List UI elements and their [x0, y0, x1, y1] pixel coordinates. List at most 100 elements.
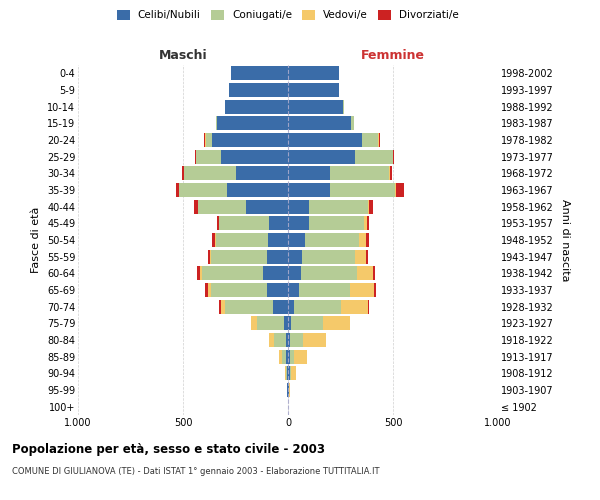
Bar [288, 166, 330, 180]
Bar [263, 266, 288, 280]
Bar [251, 316, 257, 330]
Bar [202, 266, 263, 280]
Bar [309, 200, 368, 214]
Bar [330, 166, 389, 180]
Bar [368, 200, 369, 214]
Bar [246, 200, 288, 214]
Bar [211, 250, 267, 264]
Bar [217, 216, 218, 230]
Text: Popolazione per età, sesso e stato civile - 2003: Popolazione per età, sesso e stato civil… [12, 442, 325, 456]
Bar [267, 283, 288, 297]
Bar [288, 200, 309, 214]
Bar [269, 333, 274, 347]
Bar [288, 116, 351, 130]
Bar [211, 283, 267, 297]
Bar [358, 266, 373, 280]
Y-axis label: Fasce di età: Fasce di età [31, 207, 41, 273]
Text: COMUNE DI GIULIANOVA (TE) - Dati ISTAT 1° gennaio 2003 - Elaborazione TUTTITALIA: COMUNE DI GIULIANOVA (TE) - Dati ISTAT 1… [12, 468, 380, 476]
Bar [212, 133, 288, 147]
Bar [288, 83, 340, 97]
Bar [286, 366, 287, 380]
Bar [379, 133, 380, 147]
Bar [299, 283, 350, 297]
Bar [309, 216, 364, 230]
Bar [196, 150, 221, 164]
Bar [229, 83, 288, 97]
Bar [282, 350, 286, 364]
Bar [355, 150, 393, 164]
Bar [291, 316, 323, 330]
Bar [193, 200, 198, 214]
Bar [350, 283, 374, 297]
Bar [176, 183, 179, 197]
Bar [369, 200, 373, 214]
Bar [286, 350, 288, 364]
Bar [288, 383, 289, 397]
Bar [288, 183, 330, 197]
Bar [182, 166, 184, 180]
Bar [288, 333, 290, 347]
Bar [208, 283, 211, 297]
Bar [351, 116, 354, 130]
Bar [274, 300, 288, 314]
Bar [289, 383, 290, 397]
Bar [208, 250, 209, 264]
Bar [184, 166, 235, 180]
Bar [359, 233, 366, 247]
Bar [205, 283, 208, 297]
Bar [179, 183, 227, 197]
Bar [355, 250, 366, 264]
Bar [373, 266, 375, 280]
Bar [232, 66, 288, 80]
Bar [288, 266, 301, 280]
Bar [290, 366, 291, 380]
Bar [227, 183, 288, 197]
Bar [288, 366, 290, 380]
Bar [288, 283, 299, 297]
Bar [200, 266, 202, 280]
Bar [285, 366, 286, 380]
Bar [301, 266, 358, 280]
Bar [295, 300, 341, 314]
Bar [343, 100, 344, 114]
Bar [287, 383, 288, 397]
Bar [225, 100, 288, 114]
Bar [367, 216, 369, 230]
Bar [389, 166, 390, 180]
Y-axis label: Anni di nascita: Anni di nascita [560, 198, 571, 281]
Bar [267, 250, 288, 264]
Bar [288, 150, 355, 164]
Bar [212, 233, 215, 247]
Bar [279, 350, 282, 364]
Bar [288, 300, 295, 314]
Bar [366, 233, 369, 247]
Bar [288, 133, 361, 147]
Bar [217, 116, 288, 130]
Bar [288, 216, 309, 230]
Bar [287, 366, 288, 380]
Bar [393, 150, 394, 164]
Bar [396, 183, 404, 197]
Text: Maschi: Maschi [158, 48, 208, 62]
Bar [286, 333, 288, 347]
Bar [268, 233, 288, 247]
Bar [209, 250, 211, 264]
Bar [374, 283, 376, 297]
Bar [288, 250, 302, 264]
Bar [330, 183, 395, 197]
Bar [288, 100, 343, 114]
Bar [198, 200, 246, 214]
Bar [295, 350, 307, 364]
Bar [215, 116, 217, 130]
Bar [225, 300, 274, 314]
Bar [288, 66, 340, 80]
Bar [288, 233, 305, 247]
Bar [235, 166, 288, 180]
Bar [390, 166, 392, 180]
Bar [290, 350, 295, 364]
Bar [205, 133, 206, 147]
Legend: Celibi/Nubili, Coniugati/e, Vedovi/e, Divorziati/e: Celibi/Nubili, Coniugati/e, Vedovi/e, Di… [117, 10, 459, 20]
Bar [288, 316, 291, 330]
Text: Femmine: Femmine [361, 48, 425, 62]
Bar [288, 350, 290, 364]
